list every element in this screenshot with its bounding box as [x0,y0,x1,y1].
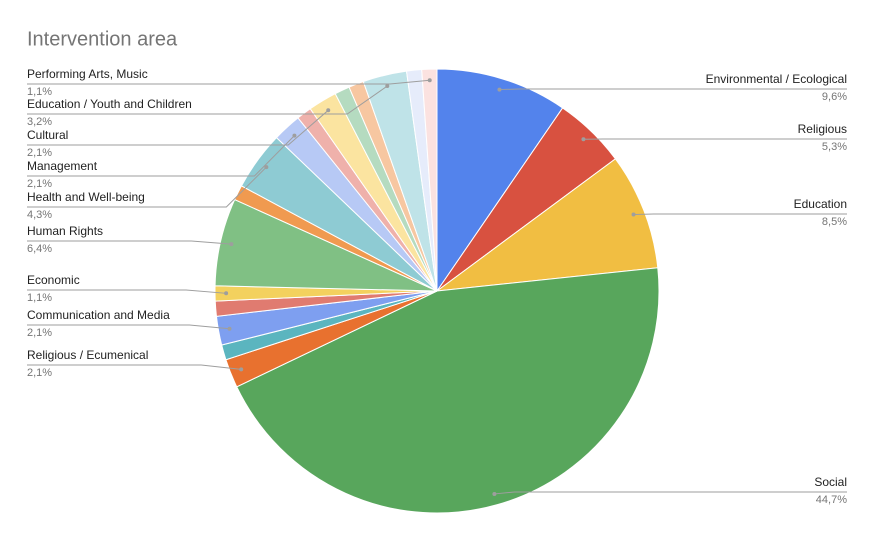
leader-line [633,213,847,216]
leader-dot [581,137,586,142]
slice-value: 8,5% [822,216,847,228]
pie-slice [436,68,564,293]
leader-line [27,240,232,245]
leader-line [27,135,295,177]
pie-slice [421,68,438,292]
leader-line [27,324,230,330]
leader-dot [264,165,269,170]
slice-value: 44,7% [816,494,847,506]
leader-dot [292,133,297,138]
slice-value: 5,3% [822,141,847,153]
leader-dot [229,242,234,247]
pie-slice [236,267,660,514]
slice-label: Education [794,197,847,211]
slice-value: 2,1% [27,147,52,159]
slice-value: 2,1% [27,327,52,339]
leader-line [27,289,227,294]
slice-value: 4,3% [27,209,52,221]
slice-value: 2,1% [27,178,52,190]
chart-title: Intervention area [27,28,178,50]
slice-label: Religious / Ecumenical [27,348,148,362]
leader-dot [239,367,244,372]
leader-line [27,85,388,115]
leader-line [27,79,430,85]
leader-dot [224,291,229,296]
leader-line [27,109,329,146]
slice-label: Cultural [27,128,68,142]
slice-value: 2,1% [27,367,52,379]
slice-label: Management [27,159,98,173]
leader-line [499,88,847,91]
slice-value: 3,2% [27,116,52,128]
slice-value: 9,6% [822,91,847,103]
slice-label: Social [814,475,847,489]
leader-dot [227,326,232,331]
slice-label: Religious [798,122,847,136]
slice-label: Performing Arts, Music [27,67,148,81]
leader-line [494,491,847,495]
slice-value: 6,4% [27,243,52,255]
slice-label: Health and Well-being [27,190,145,204]
leader-dot [497,87,502,92]
leader-dot [631,212,636,217]
slice-label: Human Rights [27,224,103,238]
slice-label: Education / Youth and Children [27,97,192,111]
slice-value: 1,1% [27,292,52,304]
slice-label: Economic [27,273,80,287]
slice-label: Environmental / Ecological [706,72,847,86]
leader-dot [326,108,331,113]
leader-line [27,166,267,208]
leader-dot [427,78,432,83]
leader-dot [492,491,497,496]
leader-dot [385,84,390,89]
slice-value: 1,1% [27,86,52,98]
leader-line [27,364,242,370]
pie-slice [435,158,659,292]
slice-label: Communication and Media [27,308,170,322]
